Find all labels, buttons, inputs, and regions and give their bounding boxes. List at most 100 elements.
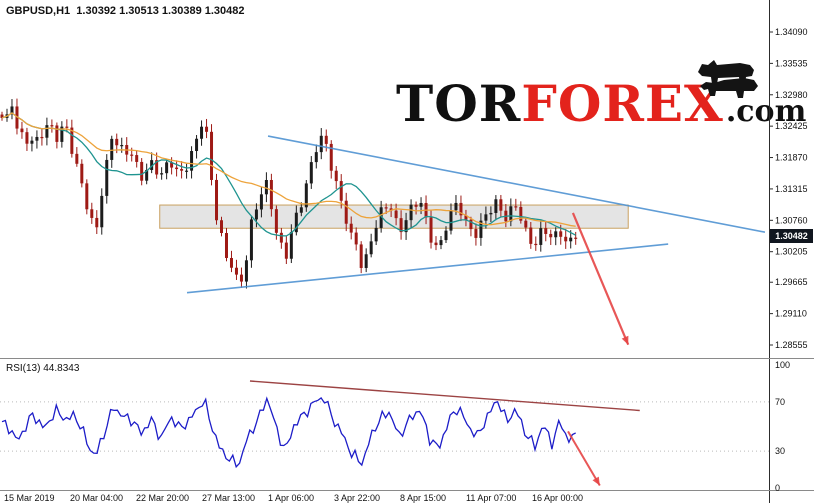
candle-body [569,237,573,242]
candle-body [205,126,209,132]
price-axis-label: 1.31870 [775,153,808,163]
candle-body [439,240,443,246]
candle-body [454,202,458,211]
candle-body [319,135,323,153]
candle-body [269,180,273,210]
candle-body [339,181,343,201]
candle-body [249,219,253,261]
candle-body [100,195,104,228]
candle-body [344,200,348,224]
candle-body [314,152,318,163]
rsi-indicator-label: RSI(13) 44.8343 [6,363,80,374]
candle-body [65,126,69,128]
candle-body [574,237,578,239]
candle-body [334,170,338,182]
candle-body [414,204,418,207]
candle-body [40,136,44,139]
candle-body [514,206,518,208]
candle-body [130,154,134,156]
ma-slow-line [1,112,576,227]
candle-body [195,138,199,152]
candle-body [489,212,493,215]
candle-body [329,143,333,171]
candle-body [220,220,223,233]
logo-text-suffix: .com [725,94,807,129]
trendline-1 [267,135,766,233]
price-axis-label: 1.30760 [775,215,808,225]
candle-body [384,207,388,209]
candle-body [25,132,29,144]
price-axis-label: 1.33535 [775,58,808,68]
candle-body [185,170,189,172]
candle-body [264,180,268,195]
support-resistance-zone [159,204,629,229]
candle-body [244,260,248,282]
candle-body [434,242,438,246]
candle-body [95,217,99,228]
candle-body [234,267,238,275]
candle-body [519,206,523,221]
candle-body [165,162,169,174]
candle-body [60,126,64,142]
candle-body [549,233,553,238]
candle-body [429,217,433,243]
candle-body [499,199,503,211]
candle-body [539,228,543,245]
candle-body [145,169,149,181]
candle-body [529,227,533,244]
candle-body [80,163,84,184]
time-axis-label: 8 Apr 15:00 [400,493,446,503]
candle-body [190,151,194,171]
rsi-axis-label: 100 [775,360,790,370]
candle-body [229,257,233,268]
price-axis-label: 1.34090 [775,27,808,37]
candle-body [359,244,363,268]
candle-body [10,106,14,115]
candle-body [379,207,383,228]
candle-body [210,131,214,180]
candle-body [399,218,403,233]
candle-body [559,231,563,237]
forecast-arrow-down [571,212,630,346]
time-axis-label: 20 Mar 04:00 [70,493,123,503]
candle-body [135,155,139,162]
candle-body [259,194,263,210]
time-axis-label: 3 Apr 22:00 [334,493,380,503]
ma-fast-line [1,112,577,237]
rsi-axis-label: 70 [775,397,785,407]
candle-body [364,254,368,268]
candle-body [394,210,398,219]
candle-body [30,140,34,144]
candle-body [544,228,548,234]
candle-body [200,126,204,139]
rsi-forecast-arrow [567,430,601,487]
candle-body [85,183,89,210]
candle-body [224,233,228,258]
candle-body [215,179,219,221]
candle-body [155,160,159,175]
candle-body [509,206,513,222]
candle-body [120,145,124,147]
candle-body [524,220,528,228]
candle-body [564,236,568,242]
candle-body [55,125,59,142]
candle-body [279,232,283,243]
candle-body [304,183,308,208]
candle-body [70,127,74,154]
price-axis-label: 1.31315 [775,184,808,194]
candle-body [369,241,373,255]
candle-body [160,173,164,175]
candle-body [409,204,413,221]
time-axis-label: 11 Apr 07:00 [466,493,516,503]
price-axis-label: 1.29665 [775,277,808,287]
forecast-arrow-down-head [621,335,629,345]
candle-body [75,153,79,164]
candle-body [115,138,119,146]
candle-body [324,135,328,144]
chart-quote-header: GBPUSD,H1 1.30392 1.30513 1.30389 1.3048… [6,5,245,17]
candle-body [459,202,463,216]
candle-body [419,202,423,207]
time-axis-label: 15 Mar 2019 [4,493,55,503]
